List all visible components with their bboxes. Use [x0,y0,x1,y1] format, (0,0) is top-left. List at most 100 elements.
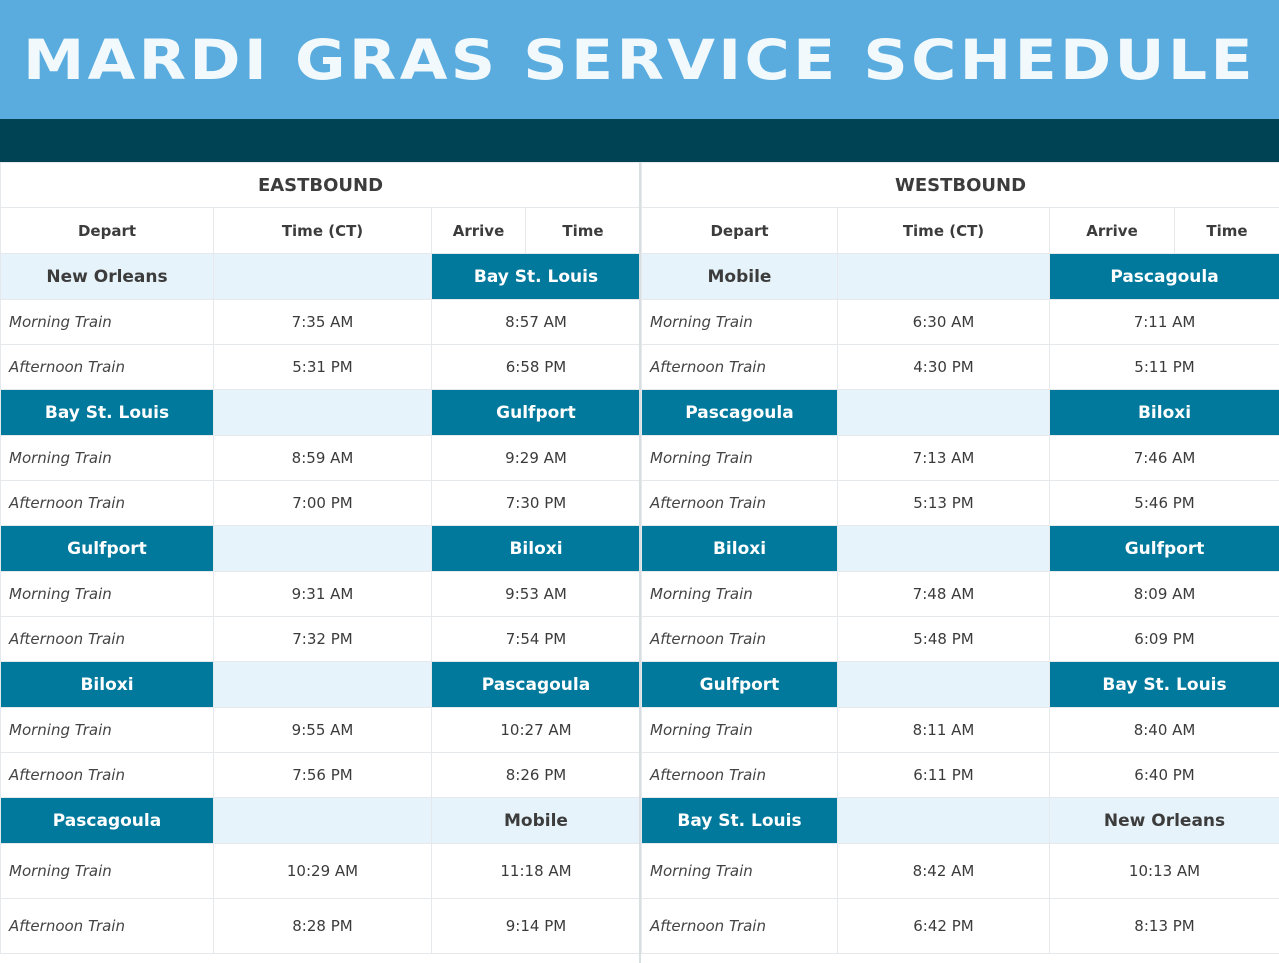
westbound-table: WESTBOUND Depart Time (CT) Arrive Time M… [640,162,1279,954]
arrive-station: Biloxi [1048,389,1279,436]
arrive-time: 6:40 PM [1048,752,1279,798]
arrive-station: Gulfport [431,389,641,436]
depart-time: 5:31 PM [213,344,432,390]
col-depart: Depart [0,207,214,254]
depart-time: 7:48 AM [837,571,1050,617]
train-label: Morning Train [0,707,214,753]
train-row: Morning Train 8:42 AM 10:13 AM [641,843,1279,899]
train-row: Afternoon Train 7:00 PM 7:30 PM [0,480,641,526]
depart-time: 4:30 PM [837,344,1050,390]
station-row: Bay St. Louis New Orleans [641,797,1279,844]
depart-station: Gulfport [0,525,214,572]
train-label: Morning Train [0,435,214,481]
header-divider-bar [0,119,1279,162]
arrive-time: 11:18 AM [431,843,641,899]
station-spacer [213,389,432,436]
train-row: Afternoon Train 6:42 PM 8:13 PM [641,898,1279,954]
train-label: Morning Train [641,435,838,481]
arrive-time: 5:11 PM [1048,344,1279,390]
depart-time: 7:35 AM [213,299,432,345]
depart-time: 5:48 PM [837,616,1050,662]
arrive-station: Pascagoula [431,661,641,708]
panel-divider [639,162,641,963]
col-time-ct: Time (CT) [837,207,1050,254]
depart-station: Biloxi [641,525,838,572]
eastbound-heading: EASTBOUND [0,162,641,208]
arrive-time: 9:53 AM [431,571,641,617]
col-arrive: Arrive [1049,207,1175,254]
westbound-panel: WESTBOUND Depart Time (CT) Arrive Time M… [640,162,1279,954]
arrive-station: Pascagoula [1048,253,1279,300]
arrive-time: 7:46 AM [1048,435,1279,481]
train-label: Afternoon Train [641,344,838,390]
col-time: Time [525,207,641,254]
arrive-time: 6:58 PM [431,344,641,390]
arrive-station: Gulfport [1048,525,1279,572]
train-label: Afternoon Train [0,480,214,526]
train-label: Afternoon Train [641,616,838,662]
train-label: Afternoon Train [641,480,838,526]
station-row: Mobile Pascagoula [641,253,1279,300]
depart-time: 7:00 PM [213,480,432,526]
arrive-time: 7:54 PM [431,616,641,662]
depart-time: 7:13 AM [837,435,1050,481]
arrive-time: 7:30 PM [431,480,641,526]
train-row: Morning Train 9:31 AM 9:53 AM [0,571,641,617]
depart-time: 8:42 AM [837,843,1050,899]
col-time: Time [1173,207,1279,254]
depart-station: Bay St. Louis [0,389,214,436]
eastbound-panel: EASTBOUND Depart Time (CT) Arrive Time N… [0,162,641,954]
train-row: Morning Train 6:30 AM 7:11 AM [641,299,1279,345]
title-banner: MARDI GRAS SERVICE SCHEDULE [0,0,1279,119]
depart-time: 6:30 AM [837,299,1050,345]
train-row: Morning Train 7:48 AM 8:09 AM [641,571,1279,617]
train-label: Afternoon Train [0,898,214,954]
train-row: Morning Train 9:55 AM 10:27 AM [0,707,641,753]
train-row: Afternoon Train 7:32 PM 7:54 PM [0,616,641,662]
train-row: Afternoon Train 7:56 PM 8:26 PM [0,752,641,798]
station-row: Biloxi Gulfport [641,525,1279,572]
col-time-ct: Time (CT) [213,207,432,254]
depart-time: 10:29 AM [213,843,432,899]
arrive-station: Biloxi [431,525,641,572]
station-spacer [213,525,432,572]
page-title: MARDI GRAS SERVICE SCHEDULE [22,27,1256,92]
train-row: Afternoon Train 6:11 PM 6:40 PM [641,752,1279,798]
train-row: Morning Train 7:13 AM 7:46 AM [641,435,1279,481]
depart-time: 6:11 PM [837,752,1050,798]
arrive-time: 8:09 AM [1048,571,1279,617]
arrive-time: 5:46 PM [1048,480,1279,526]
train-label: Afternoon Train [641,898,838,954]
depart-station: Mobile [641,253,838,300]
arrive-time: 9:29 AM [431,435,641,481]
train-label: Afternoon Train [641,752,838,798]
depart-time: 8:28 PM [213,898,432,954]
station-spacer [837,253,1050,300]
depart-station: Biloxi [0,661,214,708]
depart-station: Pascagoula [0,797,214,844]
col-arrive: Arrive [431,207,526,254]
station-row: Bay St. Louis Gulfport [0,389,641,436]
train-label: Morning Train [641,707,838,753]
arrive-time: 8:13 PM [1048,898,1279,954]
station-spacer [213,253,432,300]
arrive-time: 8:26 PM [431,752,641,798]
station-spacer [213,661,432,708]
train-label: Morning Train [0,843,214,899]
train-label: Morning Train [0,299,214,345]
train-row: Morning Train 7:35 AM 8:57 AM [0,299,641,345]
train-row: Afternoon Train 5:48 PM 6:09 PM [641,616,1279,662]
westbound-heading: WESTBOUND [640,162,1279,208]
arrive-time: 6:09 PM [1048,616,1279,662]
station-row: Biloxi Pascagoula [0,661,641,708]
train-label: Afternoon Train [0,616,214,662]
arrive-time: 10:13 AM [1048,843,1279,899]
station-spacer [837,525,1050,572]
train-label: Morning Train [0,571,214,617]
station-spacer [837,797,1050,844]
arrive-station: Mobile [431,797,641,844]
arrive-station: Bay St. Louis [431,253,641,300]
depart-station: Gulfport [641,661,838,708]
depart-station: Pascagoula [641,389,838,436]
station-row: Pascagoula Biloxi [641,389,1279,436]
